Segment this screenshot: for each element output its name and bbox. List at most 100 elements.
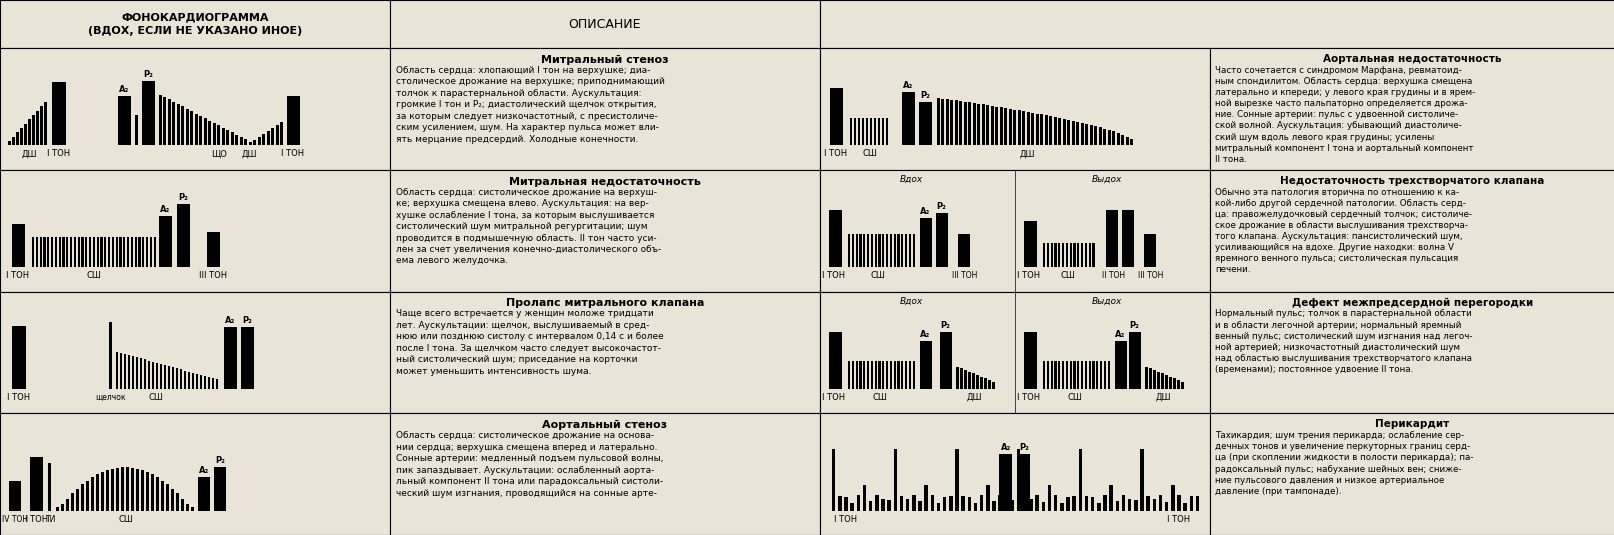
Bar: [66, 499, 69, 510]
Bar: [150, 475, 153, 510]
Text: P₂: P₂: [936, 202, 946, 211]
Bar: [1027, 112, 1030, 146]
Bar: [909, 361, 910, 389]
Bar: [1054, 361, 1056, 389]
Text: СШ: СШ: [870, 271, 884, 280]
Bar: [100, 237, 103, 267]
Bar: [968, 372, 970, 389]
Text: P₂: P₂: [215, 456, 224, 465]
Bar: [1065, 361, 1067, 389]
Bar: [176, 493, 179, 510]
Bar: [203, 376, 207, 389]
Bar: [857, 118, 860, 146]
Bar: [281, 123, 284, 146]
Bar: [923, 485, 928, 510]
Bar: [128, 355, 131, 389]
Bar: [111, 237, 115, 267]
Bar: [158, 216, 173, 267]
Bar: [1117, 133, 1119, 146]
Bar: [1044, 115, 1047, 146]
Bar: [1085, 496, 1088, 510]
Bar: [1152, 370, 1156, 389]
Bar: [820, 292, 1209, 413]
Text: A₂: A₂: [224, 316, 236, 325]
Bar: [1128, 332, 1141, 389]
Bar: [1091, 243, 1094, 267]
Bar: [1177, 380, 1180, 389]
Bar: [1159, 495, 1162, 510]
Bar: [1046, 361, 1049, 389]
Bar: [1009, 109, 1012, 146]
Bar: [61, 505, 65, 510]
Bar: [994, 106, 997, 146]
Bar: [893, 449, 897, 510]
Bar: [136, 469, 139, 510]
Bar: [134, 237, 137, 267]
Bar: [1102, 361, 1106, 389]
Bar: [153, 237, 155, 267]
Bar: [862, 118, 863, 146]
Bar: [1023, 496, 1027, 510]
Bar: [851, 503, 854, 510]
Bar: [118, 96, 131, 146]
Bar: [981, 104, 985, 146]
Bar: [1107, 361, 1109, 389]
Bar: [36, 111, 39, 146]
Bar: [997, 495, 1001, 510]
Bar: [1209, 292, 1614, 413]
Bar: [116, 351, 118, 389]
Bar: [200, 116, 202, 146]
Bar: [1057, 243, 1060, 267]
Bar: [1091, 496, 1094, 510]
Bar: [1107, 130, 1110, 146]
Bar: [1072, 121, 1075, 146]
Bar: [1077, 243, 1078, 267]
Bar: [1077, 361, 1078, 389]
Bar: [1143, 234, 1156, 267]
Bar: [976, 104, 980, 146]
Bar: [1102, 495, 1106, 510]
Bar: [901, 234, 902, 267]
Bar: [1122, 495, 1125, 510]
Bar: [886, 118, 888, 146]
Text: Выдох: Выдох: [1091, 175, 1122, 184]
Bar: [878, 361, 880, 389]
Bar: [1046, 243, 1049, 267]
Bar: [24, 124, 27, 146]
Text: Аортальная недостаточность: Аортальная недостаточность: [1322, 54, 1501, 64]
Bar: [181, 106, 184, 146]
Bar: [139, 237, 140, 267]
Text: A₂: A₂: [1001, 442, 1010, 452]
Bar: [1057, 118, 1060, 146]
Bar: [1149, 369, 1151, 389]
Bar: [92, 237, 95, 267]
Bar: [1112, 132, 1115, 146]
Text: Выдох: Выдох: [1091, 296, 1122, 305]
Bar: [186, 505, 189, 510]
Bar: [1054, 243, 1056, 267]
Bar: [11, 137, 15, 146]
Bar: [1157, 372, 1159, 389]
Bar: [875, 361, 876, 389]
Bar: [855, 361, 857, 389]
Bar: [1183, 503, 1186, 510]
Bar: [955, 366, 959, 389]
Bar: [1085, 243, 1086, 267]
Bar: [820, 413, 1209, 535]
Text: ОПИСАНИЕ: ОПИСАНИЕ: [568, 18, 641, 30]
Text: I ТОН: I ТОН: [6, 271, 29, 280]
Bar: [912, 361, 914, 389]
Bar: [855, 495, 860, 510]
Bar: [1165, 375, 1167, 389]
Bar: [918, 102, 931, 146]
Bar: [1098, 127, 1101, 146]
Bar: [868, 501, 872, 510]
Bar: [71, 493, 74, 510]
Bar: [0, 0, 389, 48]
Bar: [881, 234, 884, 267]
Bar: [218, 125, 221, 146]
Bar: [968, 102, 972, 146]
Bar: [32, 115, 36, 146]
Bar: [1017, 110, 1020, 146]
Bar: [1028, 499, 1033, 510]
